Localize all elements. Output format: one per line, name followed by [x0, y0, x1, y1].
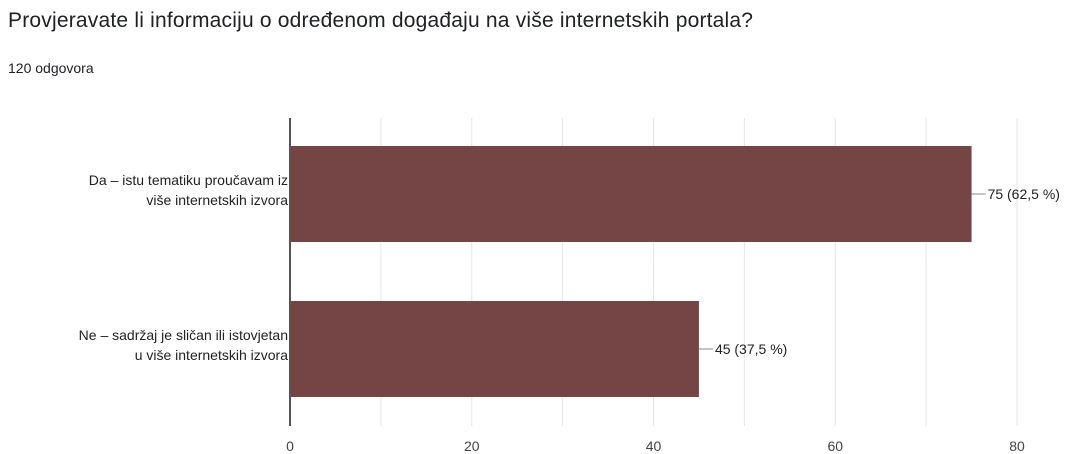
category-label: Ne – sadržaj je sličan ili istovjetan u v…	[79, 327, 289, 363]
x-tick-label: 60	[827, 438, 843, 454]
category-label: Da – istu tematiku proučavam iz više inte…	[89, 172, 288, 208]
data-label: 75 (62,5 %)	[988, 186, 1060, 202]
response-count: 120 odgovora	[8, 60, 94, 76]
x-tick-label: 80	[1009, 438, 1025, 454]
x-tick-label: 40	[646, 438, 662, 454]
chart-title: Provjeravate li informaciju o određenom …	[8, 9, 754, 32]
x-tick-label: 0	[286, 438, 294, 454]
x-tick-label: 20	[464, 438, 480, 454]
bar	[290, 146, 972, 242]
bar	[290, 301, 699, 397]
data-label: 45 (37,5 %)	[715, 341, 787, 357]
